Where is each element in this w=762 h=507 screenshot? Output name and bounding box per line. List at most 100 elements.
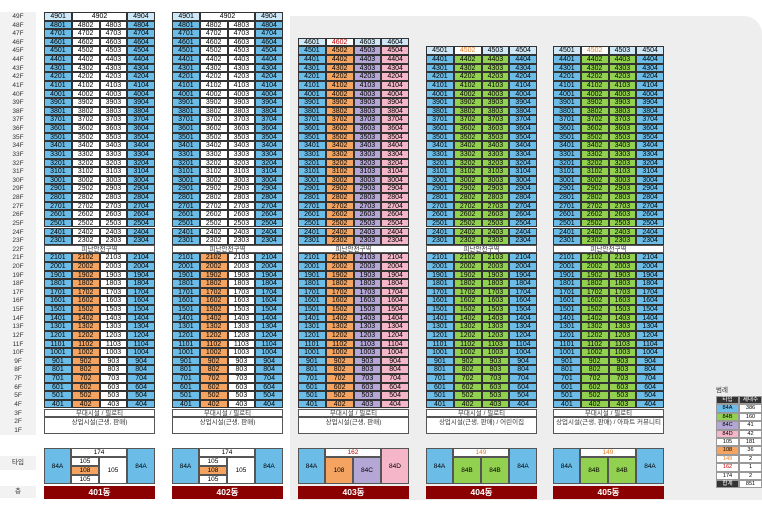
unit-cell[interactable]: 3503 — [481, 132, 510, 142]
unit-cell[interactable]: 3601 — [44, 124, 72, 133]
unit-cell[interactable]: 4503 — [481, 46, 510, 56]
unit-cell[interactable]: 3102 — [199, 167, 228, 176]
unit-cell[interactable]: 4603 — [227, 37, 256, 47]
unit-cell[interactable]: 4202 — [580, 72, 609, 81]
unit-cell[interactable]: 4501 — [426, 46, 454, 56]
unit-cell[interactable]: 2302 — [199, 236, 228, 245]
unit-cell[interactable]: 1801 — [426, 279, 454, 288]
unit-cell[interactable]: 502 — [199, 391, 228, 400]
unit-cell[interactable]: 2303 — [99, 236, 128, 245]
unit-cell[interactable]: 1004 — [509, 348, 537, 357]
unit-cell[interactable]: 4704 — [255, 29, 283, 38]
unit-cell[interactable]: 2401 — [44, 227, 72, 237]
unit-cell[interactable]: 4003 — [227, 89, 256, 99]
unit-cell[interactable]: 4902 — [200, 12, 255, 21]
unit-cell[interactable]: 4603 — [99, 37, 128, 47]
unit-cell[interactable]: 2402 — [199, 227, 228, 237]
unit-cell[interactable]: 4401 — [44, 55, 72, 64]
unit-cell[interactable]: 4004 — [255, 89, 283, 99]
unit-cell[interactable]: 3901 — [553, 98, 581, 107]
unit-cell[interactable]: 1602 — [199, 296, 228, 306]
unit-cell[interactable]: 1002 — [71, 348, 100, 357]
unit-cell[interactable]: 1603 — [481, 296, 510, 306]
unit-cell[interactable]: 2101 — [426, 253, 454, 262]
unit-cell[interactable]: 1903 — [227, 270, 256, 280]
unit-cell[interactable]: 4403 — [353, 55, 382, 64]
unit-cell[interactable]: 1101 — [44, 339, 72, 349]
unit-cell[interactable]: 1602 — [325, 296, 354, 306]
unit-cell[interactable]: 4104 — [381, 80, 409, 90]
unit-cell[interactable]: 1101 — [426, 339, 454, 349]
unit-cell[interactable]: 2604 — [255, 210, 283, 219]
unit-cell[interactable]: 3801 — [298, 106, 326, 116]
unit-cell[interactable]: 4004 — [509, 89, 537, 99]
unit-cell[interactable]: 3604 — [127, 124, 155, 133]
unit-cell[interactable]: 4202 — [71, 72, 100, 81]
unit-cell[interactable]: 2302 — [71, 236, 100, 245]
unit-cell[interactable]: 1201 — [426, 330, 454, 340]
unit-cell[interactable]: 802 — [199, 365, 228, 374]
unit-cell[interactable]: 1901 — [172, 270, 200, 280]
unit-cell[interactable]: 3202 — [453, 158, 482, 168]
unit-cell[interactable]: 3904 — [127, 98, 155, 107]
unit-cell[interactable]: 601 — [44, 382, 72, 392]
unit-cell[interactable]: 3403 — [227, 141, 256, 150]
unit-cell[interactable]: 1401 — [44, 313, 72, 323]
unit-cell[interactable]: 2501 — [553, 218, 581, 228]
unit-cell[interactable]: 1204 — [509, 330, 537, 340]
unit-cell[interactable]: 704 — [381, 374, 409, 383]
unit-cell[interactable]: 4302 — [71, 63, 100, 73]
unit-cell[interactable]: 4004 — [127, 89, 155, 99]
unit-cell[interactable]: 3703 — [608, 115, 637, 125]
unit-cell[interactable]: 1501 — [553, 305, 581, 314]
unit-cell[interactable]: 4104 — [636, 80, 664, 90]
unit-cell[interactable]: 4104 — [509, 80, 537, 90]
unit-cell[interactable]: 1104 — [255, 339, 283, 349]
unit-cell[interactable]: 1604 — [636, 296, 664, 306]
unit-cell[interactable]: 1203 — [99, 330, 128, 340]
unit-cell[interactable]: 2802 — [199, 193, 228, 202]
unit-cell[interactable]: 1604 — [381, 296, 409, 306]
unit-cell[interactable]: 2604 — [509, 210, 537, 219]
unit-cell[interactable]: 2701 — [44, 201, 72, 211]
unit-cell[interactable]: 1603 — [99, 296, 128, 306]
unit-cell[interactable]: 4703 — [227, 29, 256, 38]
unit-cell[interactable]: 3101 — [298, 167, 326, 176]
unit-cell[interactable]: 4404 — [255, 55, 283, 64]
unit-cell[interactable]: 1204 — [381, 330, 409, 340]
unit-cell[interactable]: 4502 — [71, 46, 100, 56]
unit-cell[interactable]: 703 — [481, 374, 510, 383]
unit-cell[interactable]: 3904 — [636, 98, 664, 107]
unit-cell[interactable]: 401 — [298, 399, 326, 409]
unit-cell[interactable]: 804 — [381, 365, 409, 374]
unit-cell[interactable]: 404 — [509, 399, 537, 409]
unit-cell[interactable]: 3904 — [255, 98, 283, 107]
unit-cell[interactable]: 702 — [453, 374, 482, 383]
unit-cell[interactable]: 2301 — [298, 236, 326, 245]
unit-cell[interactable]: 3004 — [636, 175, 664, 185]
unit-cell[interactable]: 3304 — [636, 149, 664, 159]
unit-cell[interactable]: 1504 — [255, 305, 283, 314]
unit-cell[interactable]: 1102 — [325, 339, 354, 349]
unit-cell[interactable]: 2004 — [636, 261, 664, 271]
unit-cell[interactable]: 1803 — [227, 279, 256, 288]
unit-cell[interactable]: 4001 — [298, 89, 326, 99]
unit-cell[interactable]: 2904 — [127, 184, 155, 193]
unit-cell[interactable]: 404 — [636, 399, 664, 409]
unit-cell[interactable]: 1202 — [325, 330, 354, 340]
unit-cell[interactable]: 3801 — [172, 106, 200, 116]
unit-cell[interactable]: 801 — [553, 365, 581, 374]
unit-cell[interactable]: 2603 — [99, 210, 128, 219]
unit-cell[interactable]: 2804 — [636, 193, 664, 202]
unit-cell[interactable]: 2401 — [298, 227, 326, 237]
unit-cell[interactable]: 1203 — [481, 330, 510, 340]
unit-cell[interactable]: 3902 — [580, 98, 609, 107]
unit-cell[interactable]: 3502 — [453, 132, 482, 142]
unit-cell[interactable]: 1601 — [298, 296, 326, 306]
unit-cell[interactable]: 3303 — [227, 149, 256, 159]
unit-cell[interactable]: 2601 — [172, 210, 200, 219]
unit-cell[interactable]: 801 — [426, 365, 454, 374]
unit-cell[interactable]: 3702 — [453, 115, 482, 125]
unit-cell[interactable]: 2004 — [255, 261, 283, 271]
unit-cell[interactable]: 3804 — [381, 106, 409, 116]
